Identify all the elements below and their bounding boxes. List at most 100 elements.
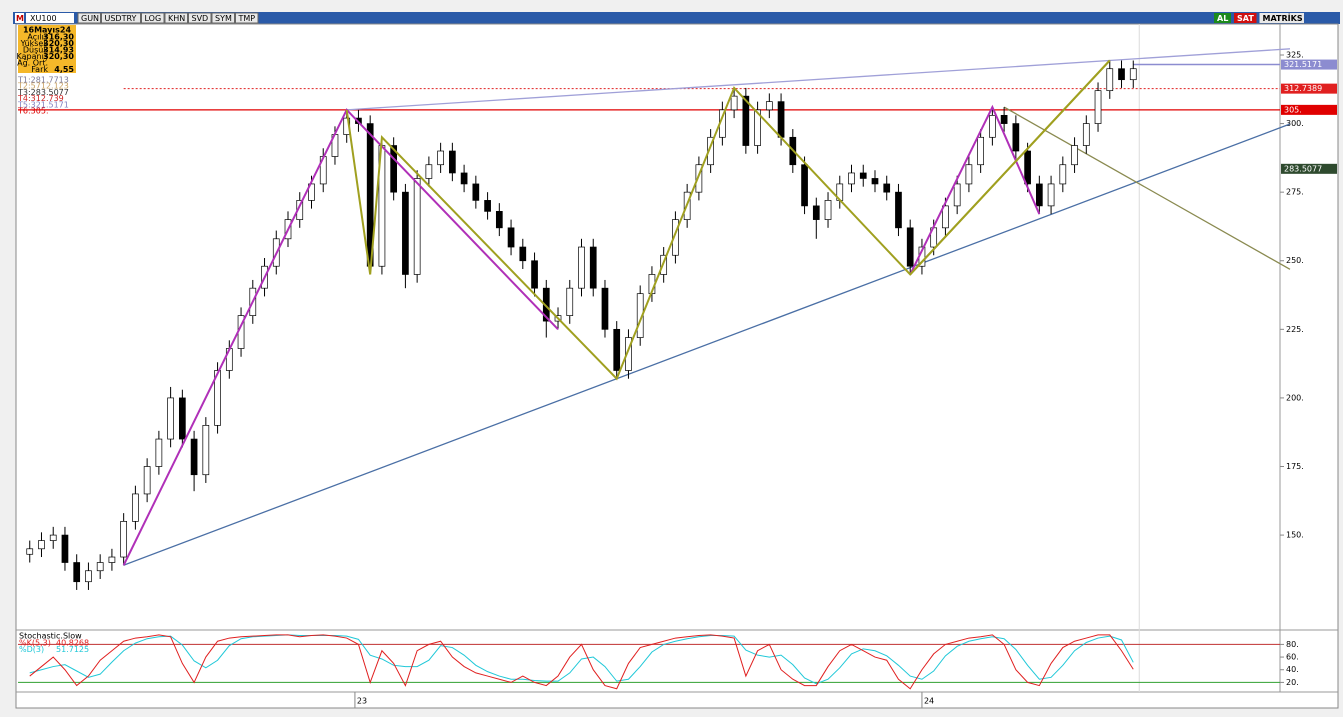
- toolbar-button-label[interactable]: GUN: [81, 14, 99, 23]
- toolbar: M XU100 GUN USDTRY LOG KHN SVD SYM TMP AL SAT MATRİ…: [15, 12, 1305, 24]
- y-tick-label: 40.: [1286, 665, 1299, 674]
- trendline: [346, 48, 1291, 111]
- logo: M: [16, 14, 24, 23]
- candle-body: [730, 95, 738, 111]
- y-tick-label: 175.: [1286, 462, 1304, 471]
- legend-value: 51.7125: [56, 645, 89, 654]
- level-label: 283.5077: [1284, 164, 1322, 173]
- info-value: 320,30: [43, 52, 74, 61]
- info-date: 16Mayıs24: [23, 26, 72, 35]
- candle-body: [425, 164, 433, 179]
- candle-body: [167, 397, 174, 440]
- candle-body: [472, 183, 480, 201]
- candle-body: [495, 211, 503, 229]
- candle-body: [402, 191, 409, 275]
- candle-body: [143, 466, 151, 495]
- candle-body: [61, 534, 69, 563]
- info-value: 316,30: [43, 33, 74, 42]
- y-tick-label: 60.: [1286, 653, 1299, 662]
- level-box: [1281, 163, 1337, 174]
- candle-body: [965, 164, 973, 185]
- toolbar-button[interactable]: [1234, 13, 1257, 23]
- y-tick-label: 20.: [1286, 678, 1299, 687]
- toolbar-button[interactable]: [1259, 13, 1305, 23]
- candle-body: [906, 227, 914, 267]
- legend-name: %D(3): [19, 645, 44, 654]
- level-box: [1281, 83, 1337, 94]
- toolbar-button[interactable]: [188, 12, 212, 24]
- candle-body: [155, 438, 163, 467]
- candle-body: [1059, 164, 1067, 185]
- candle-body: [390, 145, 398, 193]
- candle-body: [542, 287, 550, 322]
- y-tick-label: 200.: [1286, 393, 1304, 402]
- candle-body: [848, 172, 855, 185]
- toolbar-button[interactable]: [235, 12, 259, 24]
- candle-body: [214, 370, 221, 426]
- toolbar-button-label[interactable]: LOG: [145, 14, 162, 23]
- candle-body: [695, 164, 703, 193]
- candle-body: [742, 95, 750, 146]
- candle-body: [73, 562, 81, 583]
- candle-body: [1129, 68, 1137, 81]
- level-box: [1281, 104, 1337, 115]
- toolbar-button[interactable]: [164, 12, 188, 24]
- toolbar-button-label[interactable]: KHN: [168, 14, 185, 23]
- candle-body: [38, 540, 45, 550]
- toolbar-button-label[interactable]: TMP: [238, 14, 256, 23]
- candle-body: [108, 556, 116, 563]
- toolbar-button-label[interactable]: AL: [1217, 14, 1228, 23]
- line-note: T3:283.5077: [17, 88, 69, 97]
- candle-body: [989, 115, 996, 138]
- candle-body: [672, 219, 679, 256]
- y-tick-label: 225.: [1286, 325, 1304, 334]
- toolbar-button[interactable]: [211, 12, 235, 24]
- line-note: T6:305.: [17, 107, 48, 116]
- candle-body: [531, 260, 538, 289]
- toolbar-button-label[interactable]: MATRİKS: [1263, 13, 1303, 23]
- info-label: Açılış: [27, 33, 48, 42]
- candle-body: [26, 548, 34, 555]
- y-tick-label: 325.: [1286, 50, 1304, 59]
- toolbar-button-label[interactable]: SYM: [215, 14, 232, 23]
- toolbar-button-label[interactable]: SVD: [192, 14, 209, 23]
- candle-body: [413, 178, 421, 275]
- candle-body: [132, 493, 139, 522]
- candle-body: [953, 183, 961, 207]
- line-note: T1:281.7713: [17, 76, 69, 85]
- toolbar-button[interactable]: [77, 12, 101, 24]
- x-tick-label: 23: [357, 697, 367, 706]
- candle-body: [1071, 145, 1078, 166]
- info-value: 320,30: [43, 39, 74, 48]
- stochastic-line: [29, 634, 1134, 690]
- toolbar-button[interactable]: [141, 12, 165, 24]
- candle-body: [507, 227, 515, 248]
- candle-body: [824, 200, 832, 220]
- candle-body: [1012, 123, 1020, 152]
- candle-body: [589, 246, 597, 289]
- x-tick-label: 24: [924, 697, 934, 706]
- trendline: [1003, 106, 1291, 270]
- toolbar-button[interactable]: [101, 12, 141, 24]
- candle-body: [449, 150, 456, 174]
- toolbar-button[interactable]: [1214, 13, 1231, 23]
- candle-body: [460, 172, 468, 185]
- y-tick-label: 300.: [1286, 119, 1304, 128]
- candle-body: [777, 101, 785, 138]
- y-tick-label: 250.: [1286, 256, 1304, 265]
- y-tick-label: 80.: [1286, 640, 1299, 649]
- candle-body: [1047, 183, 1055, 207]
- candle-body: [437, 150, 444, 166]
- info-box: [18, 25, 76, 73]
- info-label: Yüksek: [20, 39, 49, 48]
- candle-body: [812, 205, 820, 220]
- toolbar-button-label[interactable]: USDTRY: [105, 14, 137, 23]
- symbol: XU100: [30, 14, 57, 23]
- toolbar-button-label[interactable]: SAT: [1237, 14, 1254, 23]
- candle-body: [883, 183, 891, 193]
- candle-body: [601, 287, 609, 330]
- candle-body: [179, 397, 186, 440]
- candle-body: [566, 287, 574, 316]
- candle-body: [49, 534, 57, 541]
